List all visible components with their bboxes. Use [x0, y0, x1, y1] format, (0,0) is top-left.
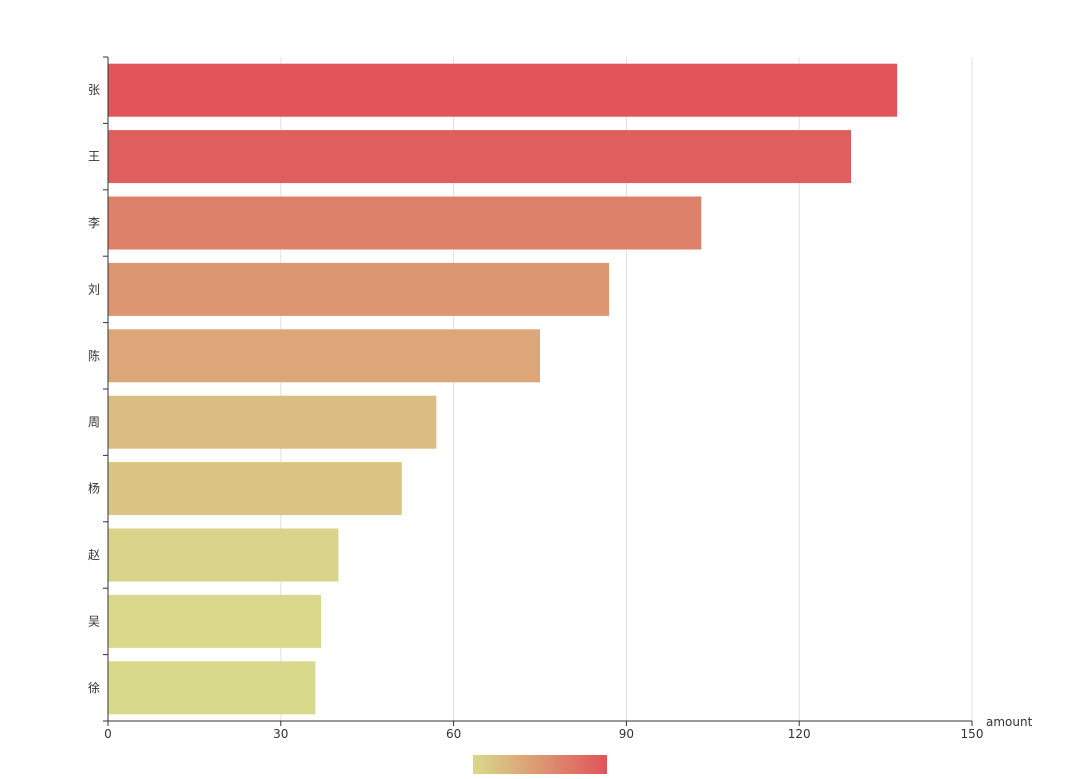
bar-徐[interactable] — [108, 661, 316, 715]
bar-吴[interactable] — [108, 594, 322, 648]
x-tick-label-60: 60 — [446, 727, 461, 741]
y-tick-label-吴: 吴 — [88, 614, 100, 628]
y-tick-label-赵: 赵 — [88, 548, 100, 562]
bar-赵[interactable] — [108, 528, 339, 582]
bar-陈[interactable] — [108, 329, 540, 383]
y-tick-label-陈: 陈 — [88, 348, 100, 363]
x-axis-ticks: 0 30 60 90 120 150 — [104, 721, 983, 741]
x-tick-label-90: 90 — [619, 727, 634, 741]
x-tick-label-150: 150 — [961, 727, 984, 741]
y-tick-label-杨: 杨 — [88, 481, 100, 496]
x-axis-title: amount — [986, 715, 1033, 729]
bar-杨[interactable] — [108, 462, 402, 516]
y-tick-label-李: 李 — [88, 215, 100, 230]
bar-周[interactable] — [108, 395, 437, 449]
y-tick-label-徐: 徐 — [88, 680, 100, 695]
y-tick-label-刘: 刘 — [88, 282, 100, 296]
bar-王[interactable] — [108, 130, 852, 184]
x-tick-label-0: 0 — [104, 727, 112, 741]
bar-张[interactable] — [108, 63, 898, 117]
x-tick-label-120: 120 — [788, 727, 811, 741]
bars — [108, 63, 898, 715]
bar-李[interactable] — [108, 196, 702, 250]
bar-刘[interactable] — [108, 262, 610, 316]
y-tick-label-周: 周 — [88, 415, 100, 429]
visual-map-gradient-bar[interactable] — [473, 755, 607, 774]
x-tick-label-30: 30 — [273, 727, 288, 741]
y-tick-label-张: 张 — [88, 83, 100, 97]
y-tick-label-王: 王 — [88, 150, 100, 164]
